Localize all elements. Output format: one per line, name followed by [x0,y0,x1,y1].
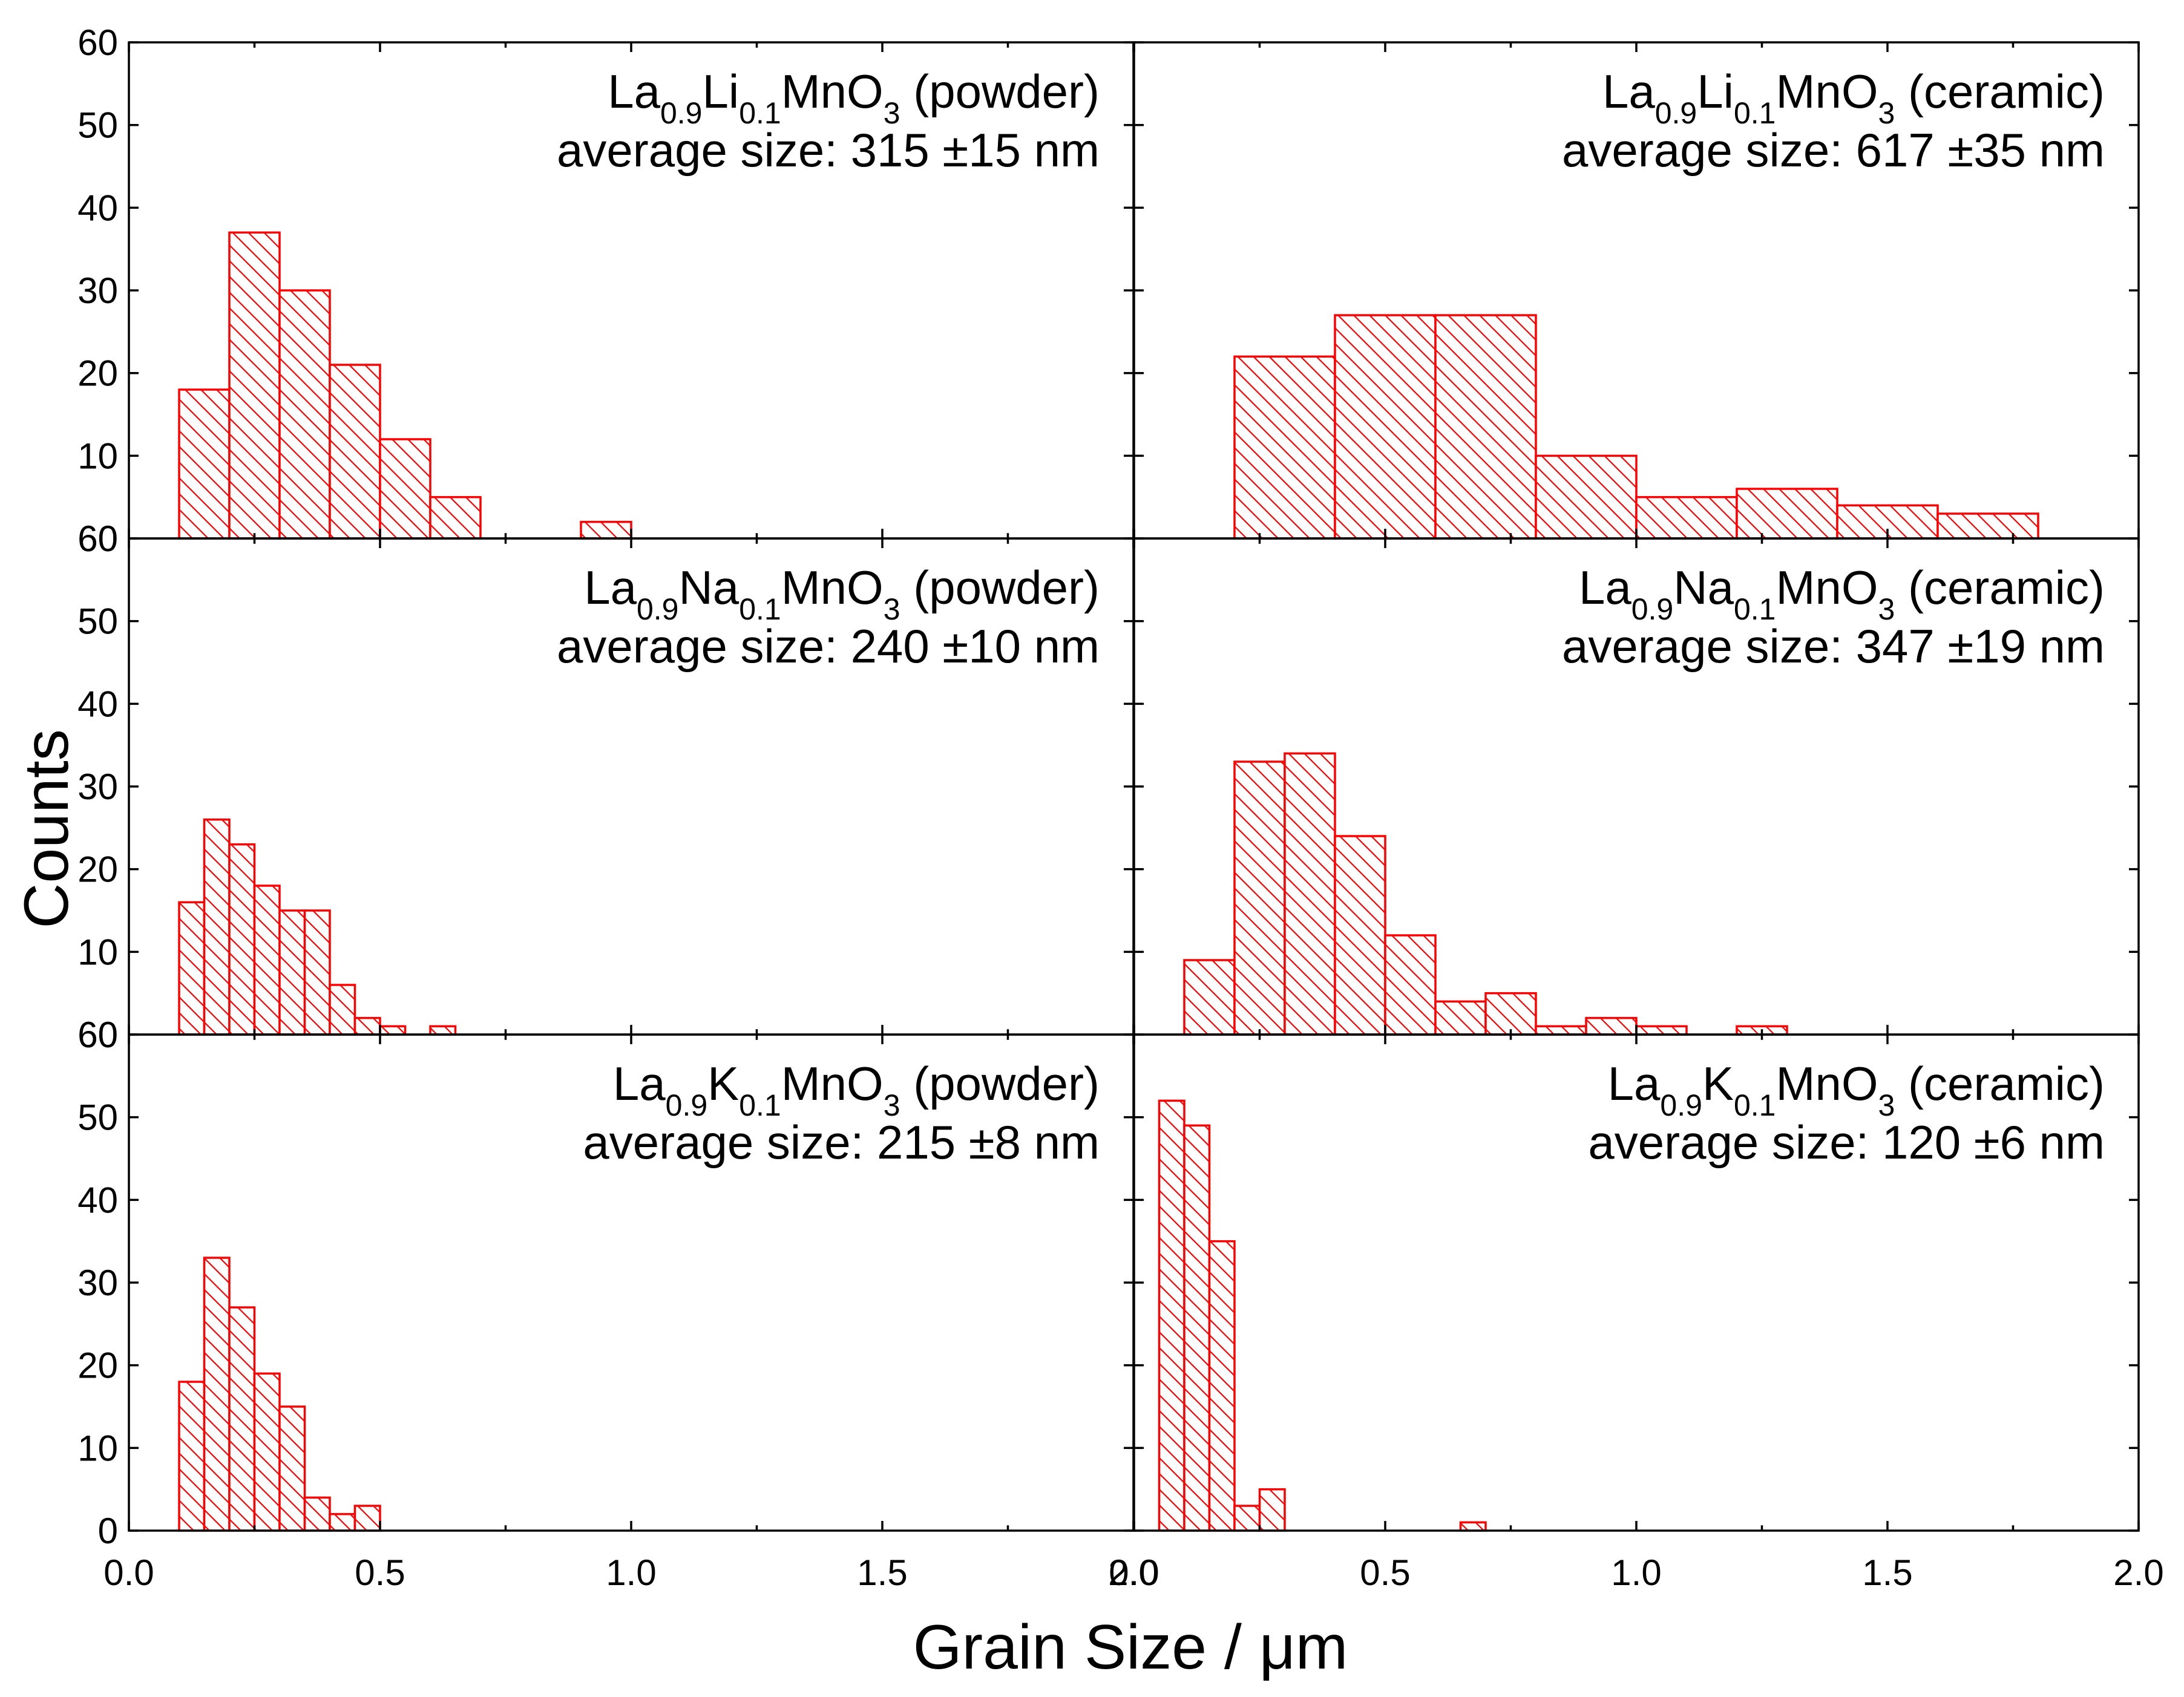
histogram-bar [179,902,205,1035]
histogram-bar [280,290,330,538]
x-axis-title: Grain Size / μm [913,1612,1348,1682]
y-tick-label: 60 [77,22,118,63]
x-tick-label: 0.0 [1109,1552,1159,1593]
x-tick-label: 0.5 [1360,1552,1410,1593]
histogram-bar [304,1497,330,1531]
histogram-bar [330,365,380,538]
y-tick-label: 20 [77,353,118,394]
histogram-bar [204,819,229,1035]
y-tick-label: 60 [77,1015,118,1055]
panel-average-size: average size: 120 ±6 nm [1588,1116,2105,1169]
histogram-bar [1636,497,1737,538]
x-tick-label: 1.0 [606,1552,656,1593]
y-tick-label: 30 [77,1263,118,1303]
histogram-bar [1938,514,2038,538]
histogram-bar [1536,456,1636,538]
histogram-bar [280,911,305,1035]
histogram-bar [179,390,229,538]
histogram-bar [380,439,430,538]
histogram-bar [330,985,355,1035]
histogram-bar [380,1026,405,1035]
x-tick-label: 0.5 [355,1552,405,1593]
panel-average-size: average size: 240 ±10 nm [557,620,1100,673]
y-tick-label: 10 [77,1428,118,1468]
histogram-bar [229,232,280,538]
histogram-bar [1285,753,1335,1035]
histogram-bar [1209,1241,1235,1531]
y-tick-label: 10 [77,932,118,972]
histogram-bar [1486,993,1536,1035]
panel-formula-label: La0.9Na0.1MnO3 (powder) [584,561,1100,626]
y-tick-label: 10 [77,436,118,476]
histogram-bar [254,1373,280,1531]
y-tick-label: 60 [77,518,118,559]
x-tick-label: 0.0 [103,1552,154,1593]
frames-layer [128,41,2140,1532]
x-tick-label: 1.5 [1862,1552,1912,1593]
histogram-bar [1184,960,1235,1035]
histogram-bar [1435,315,1536,538]
panel-formula-label: La0.9K0.1MnO3 (ceramic) [1608,1057,2105,1122]
x-tick-label: 1.0 [1611,1552,1661,1593]
histogram-bar [229,844,255,1035]
y-tick-label: 50 [77,1097,118,1138]
panel-formula-label: La0.9Na0.1MnO3 (ceramic) [1579,561,2105,626]
y-tick-label: 30 [77,270,118,311]
y-tick-label: 50 [77,601,118,642]
histogram-bar [229,1307,255,1531]
histogram-bar [1636,1026,1687,1035]
histogram-bar [1385,935,1435,1035]
histogram-bar [280,1407,305,1531]
panel-formula-label: La0.9Li0.1MnO3 (powder) [608,65,1100,130]
histogram-bar [1335,315,1435,538]
histogram-bar [430,1026,456,1035]
x-tick-label: 1.5 [857,1552,907,1593]
histogram-bar [179,1382,205,1531]
panel-formula-label: La0.9K0.1MnO3 (powder) [613,1057,1100,1122]
histogram-bar [1235,762,1285,1035]
histogram-bar [1335,836,1385,1035]
y-tick-label: 20 [77,1346,118,1386]
y-tick-label: 60 [77,1015,118,1055]
histogram-bar [1460,1522,1486,1531]
histogram-bar [1536,1026,1586,1035]
panel-average-size: average size: 215 ±8 nm [583,1116,1100,1169]
y-tick-label: 20 [77,849,118,890]
y-tick-label: 40 [77,1180,118,1220]
panel-average-size: average size: 617 ±35 nm [1562,123,2105,177]
histogram-bar [254,886,280,1035]
histogram-bar [1235,1506,1260,1531]
y-tick-label: 40 [77,684,118,724]
histogram-bar [1184,1125,1210,1531]
histogram-bar [1737,489,1837,538]
y-tick-label: 30 [77,767,118,807]
x-tick-label: 2.0 [2113,1552,2163,1593]
panel-average-size: average size: 347 ±19 nm [1562,620,2105,673]
y-axis-title: Counts [11,729,82,929]
histogram-bar [581,522,631,538]
panel-average-size: average size: 315 ±15 nm [557,123,1100,177]
y-tick-label: 50 [77,105,118,146]
panel-formula-label: La0.9Li0.1MnO3 (ceramic) [1602,65,2105,130]
histogram-bar [1586,1018,1636,1035]
y-tick-label: 60 [77,518,118,559]
bars-layer [178,231,2039,1532]
histogram-bar [1235,356,1335,538]
histogram-bar [204,1258,229,1531]
ticks-layer [128,41,2140,1532]
y-tick-label: 40 [77,188,118,228]
y-tick-label: 0 [98,1511,118,1551]
histogram-bar [1159,1100,1184,1531]
histogram-bar [430,497,480,538]
histogram-bar [330,1514,355,1531]
histogram-bar [1435,1001,1486,1035]
histogram-bar [1259,1489,1285,1531]
histogram-bar [355,1506,380,1531]
histogram-bar [355,1018,380,1035]
histogram-bar [304,911,330,1035]
x-tick-label: 2.0 [1108,1552,1158,1593]
